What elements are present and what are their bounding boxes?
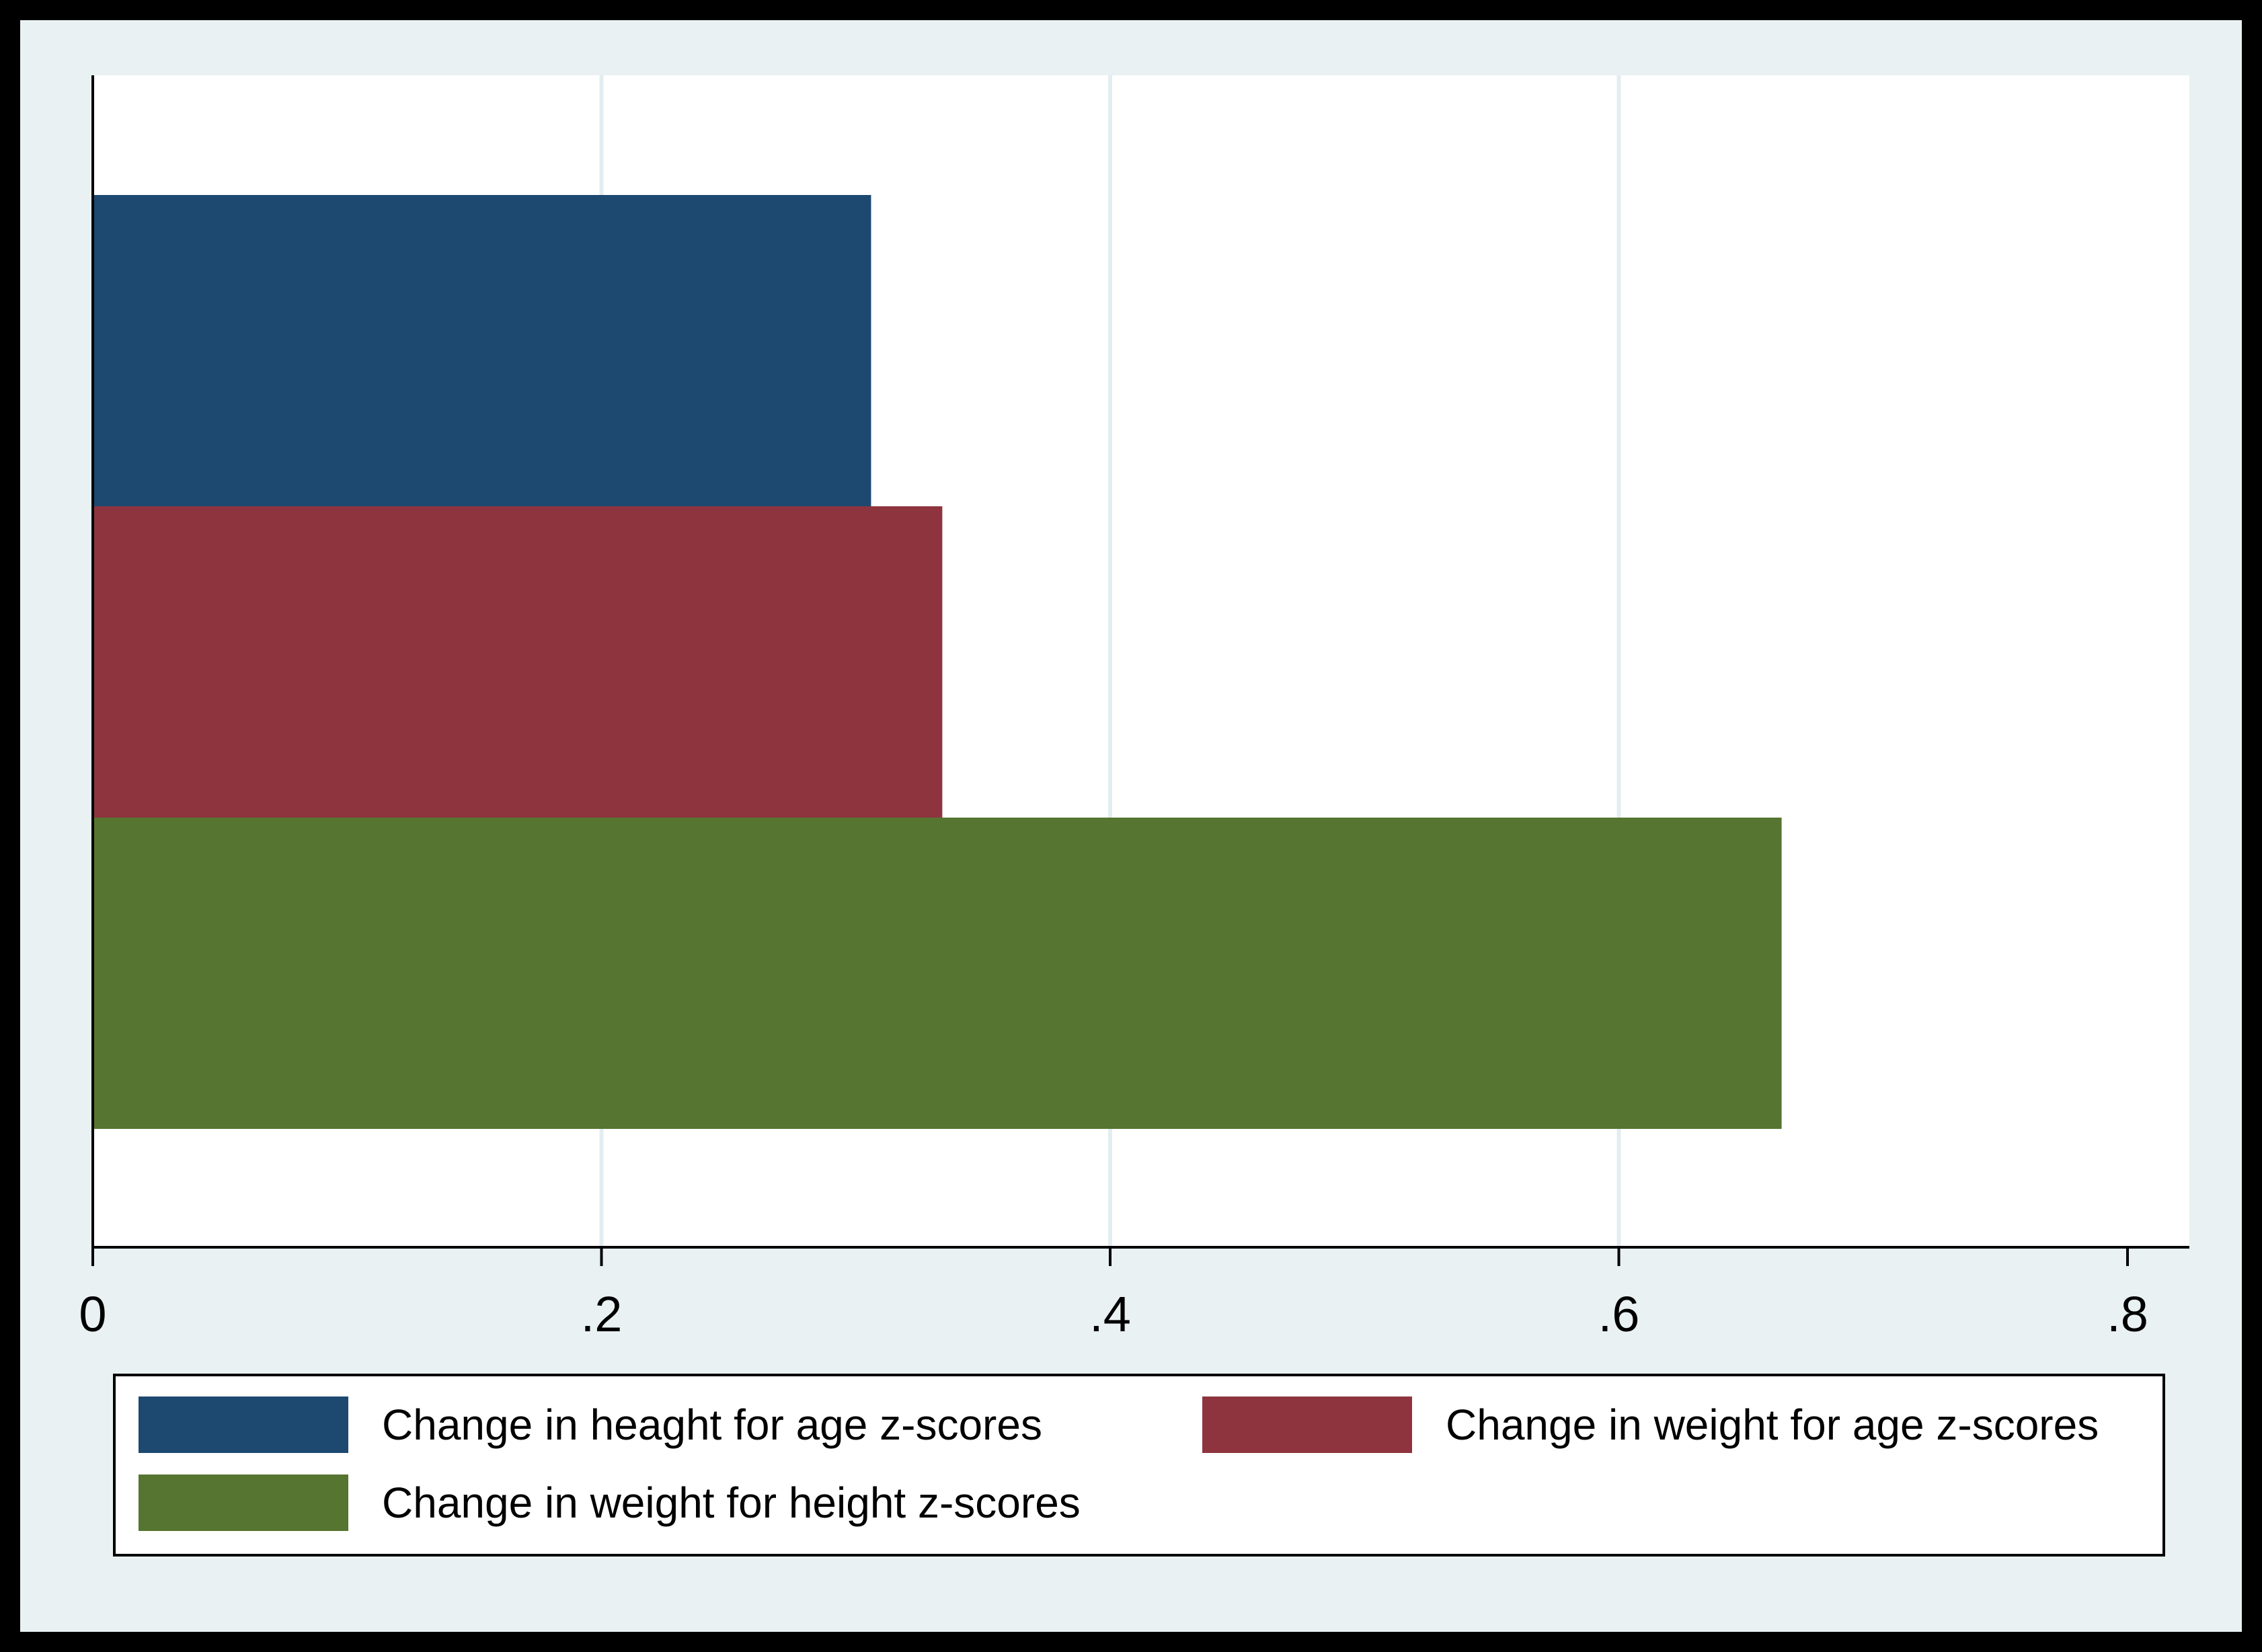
x-tick-label: .8 <box>2107 1286 2148 1342</box>
legend-swatch <box>1202 1397 1412 1453</box>
legend-label: Change in weight for age z-scores <box>1446 1401 2099 1449</box>
x-tick-label: .2 <box>581 1286 623 1342</box>
legend-item-weight-for-height: Change in weight for height z-scores <box>139 1474 1081 1531</box>
legend-label: Change in heaght for age z-scores <box>382 1401 1042 1449</box>
x-tick-label: .6 <box>1598 1286 1640 1342</box>
legend: Change in heaght for age z-scores Change… <box>113 1374 2165 1557</box>
legend-swatch <box>139 1474 348 1531</box>
legend-item-height-for-age: Change in heaght for age z-scores <box>139 1397 1042 1453</box>
axes: 0 .2 .4 .6 .8 <box>79 75 2189 1342</box>
bars <box>93 195 1782 1129</box>
bar <box>93 195 871 506</box>
legend-label: Change in weight for height z-scores <box>382 1479 1081 1527</box>
legend-swatch <box>139 1397 348 1453</box>
x-tick-label: .4 <box>1089 1286 1131 1342</box>
bar <box>93 818 1782 1129</box>
legend-item-weight-for-age: Change in weight for age z-scores <box>1202 1397 2099 1453</box>
x-tick-label: 0 <box>79 1286 106 1342</box>
bar <box>93 506 943 818</box>
